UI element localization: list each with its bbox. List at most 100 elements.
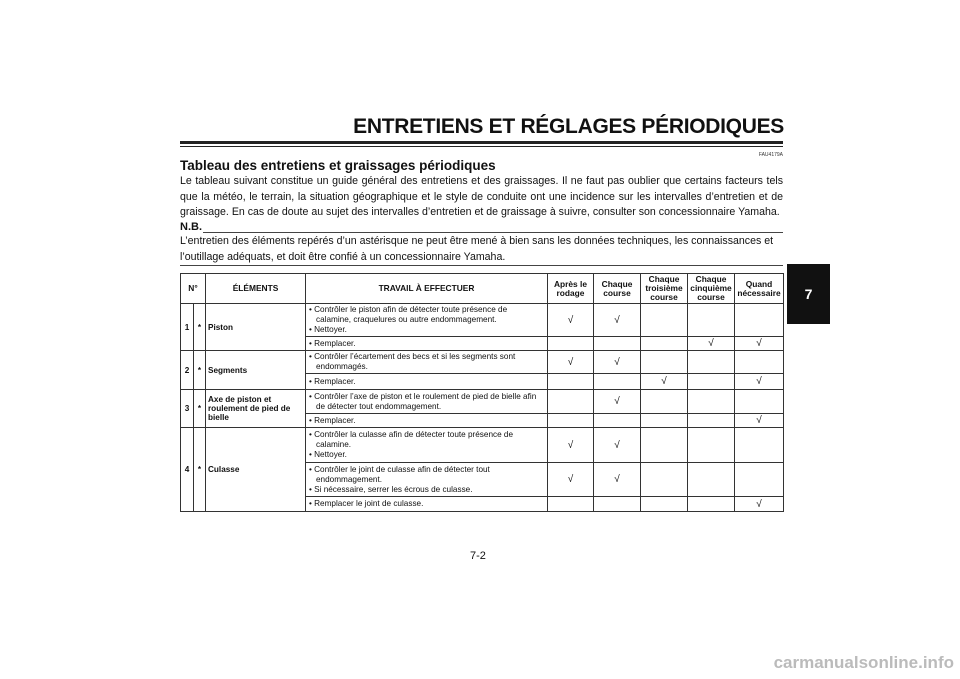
task-cell: • Contrôler l’axe de piston et le roulem…: [305, 389, 548, 414]
task-cell: • Contrôler le joint de culasse afin de …: [305, 462, 548, 497]
element-name: Piston: [205, 303, 306, 351]
table-row: • Contrôler le joint de culasse afin de …: [181, 462, 784, 497]
empty-interval-cell: [687, 427, 735, 463]
table-header-row: N° ÉLÉMENTS TRAVAIL À EFFECTUER Après le…: [180, 273, 784, 304]
task-bullet: • Remplacer.: [309, 338, 356, 348]
header-every-fifth-race: Chaque cinquième course: [687, 273, 735, 304]
empty-interval-cell: [687, 373, 735, 390]
section-title: Tableau des entretiens et graissages pér…: [180, 158, 496, 173]
check-mark: √: [547, 350, 594, 374]
chapter-tab: 7: [787, 264, 830, 324]
asterisk-mark: *: [193, 303, 206, 351]
check-mark: √: [593, 350, 641, 374]
nb-label: N.B.: [180, 221, 202, 233]
table-row: 2 * Segments • Contrôler l’écartement des b…: [180, 350, 784, 390]
header-elements: ÉLÉMENTS: [205, 273, 306, 304]
empty-interval-cell: [687, 462, 735, 497]
task-bullet: • Remplacer.: [309, 415, 356, 425]
check-mark: √: [593, 303, 641, 337]
check-mark: √: [593, 462, 641, 497]
asterisk-mark: *: [193, 389, 206, 428]
page-number: 7-2: [470, 550, 486, 562]
asterisk-mark: *: [193, 427, 206, 512]
item-number: 3: [180, 389, 194, 428]
check-mark: √: [547, 303, 594, 337]
table-row: 1 * Piston • Contrôler le piston afin de dé…: [180, 303, 784, 351]
empty-interval-cell: [547, 413, 594, 428]
task-bullet: • Contrôler le piston afin de détecter t…: [309, 305, 508, 324]
element-name: Axe de piston et roulement de pied de bi…: [205, 389, 306, 428]
empty-interval-cell: [640, 496, 688, 512]
empty-interval-cell: [640, 389, 688, 414]
task-bullet: • Contrôler la culasse afin de détecter …: [309, 430, 514, 449]
task-bullet: • Remplacer le joint de culasse.: [309, 499, 424, 508]
item-number: 2: [180, 350, 194, 390]
empty-interval-cell: [593, 496, 641, 512]
task-bullet: • Nettoyer.: [309, 325, 347, 334]
check-mark: √: [734, 413, 784, 428]
empty-interval-cell: [640, 427, 688, 463]
task-cell: • Contrôler la culasse afin de détecter …: [305, 427, 548, 463]
item-number: 4: [180, 427, 194, 512]
task-bullet: • Si nécessaire, serrer les écrous de cu…: [309, 484, 473, 494]
empty-interval-cell: [687, 413, 735, 428]
empty-interval-cell: [593, 336, 641, 351]
task-bullet: • Contrôler le joint de culasse afin de …: [309, 464, 490, 484]
empty-interval-cell: [640, 413, 688, 428]
header-after-break-in: Après le rodage: [547, 273, 594, 304]
element-name: Segments: [205, 350, 306, 390]
empty-interval-cell: [547, 336, 594, 351]
empty-interval-cell: [734, 303, 784, 337]
check-mark: √: [593, 427, 641, 463]
header-each-race: Chaque course: [593, 273, 641, 304]
header-rule-thin: [180, 146, 783, 147]
empty-interval-cell: [687, 350, 735, 374]
task-bullet: • Contrôler l’écartement des becs et si …: [309, 352, 516, 371]
empty-interval-cell: [593, 373, 641, 390]
empty-interval-cell: [734, 389, 784, 414]
item-number: 1: [180, 303, 194, 351]
header-every-third-race: Chaque troisième course: [640, 273, 688, 304]
check-mark: √: [734, 496, 784, 512]
nb-end-rule: [180, 265, 783, 266]
empty-interval-cell: [734, 350, 784, 374]
table-row: 3 * Axe de piston et roulement de pied de …: [180, 389, 784, 428]
watermark: carmanualsonline.info: [773, 653, 954, 672]
check-mark: √: [687, 336, 735, 351]
table-row: 4 * Culasse • Contrôler la culasse afin de …: [180, 427, 784, 512]
header-as-needed: Quand nécessaire: [734, 273, 784, 304]
empty-interval-cell: [640, 303, 688, 337]
task-cell: • Remplacer.: [305, 413, 548, 428]
empty-interval-cell: [640, 462, 688, 497]
header-work: TRAVAIL À EFFECTUER: [305, 273, 548, 304]
empty-interval-cell: [593, 413, 641, 428]
empty-interval-cell: [734, 427, 784, 463]
check-mark: √: [547, 462, 594, 497]
task-bullet: • Remplacer.: [309, 376, 356, 386]
nb-text: L’entretien des éléments repérés d’un as…: [180, 235, 774, 263]
section-code: FAU4179A: [758, 152, 783, 158]
empty-interval-cell: [734, 462, 784, 497]
task-bullet: • Contrôler l’axe de piston et le roulem…: [309, 391, 537, 411]
element-name: Culasse: [205, 427, 306, 512]
header-rule: [180, 141, 783, 144]
empty-interval-cell: [547, 496, 594, 512]
empty-interval-cell: [687, 303, 735, 337]
task-cell: • Remplacer le joint de culasse.: [305, 496, 548, 512]
table-row: • Remplacer. √ √: [181, 336, 784, 351]
task-bullet: • Nettoyer.: [309, 450, 347, 459]
task-cell: • Contrôler le piston afin de détecter t…: [305, 303, 548, 337]
check-mark: √: [734, 373, 784, 390]
empty-interval-cell: [547, 389, 594, 414]
empty-interval-cell: [687, 496, 735, 512]
header-num: N°: [180, 273, 206, 304]
check-mark: √: [640, 373, 688, 390]
empty-interval-cell: [640, 350, 688, 374]
asterisk-mark: *: [193, 350, 206, 390]
intro-paragraph: Le tableau suivant constitue un guide gé…: [180, 175, 783, 218]
empty-interval-cell: [640, 336, 688, 351]
nb-rule: [203, 232, 783, 233]
task-cell: • Remplacer.: [305, 336, 548, 351]
maintenance-table: N° ÉLÉMENTS TRAVAIL À EFFECTUER Après le…: [180, 273, 784, 512]
table-row: • Remplacer le joint de culasse. √: [181, 496, 784, 512]
